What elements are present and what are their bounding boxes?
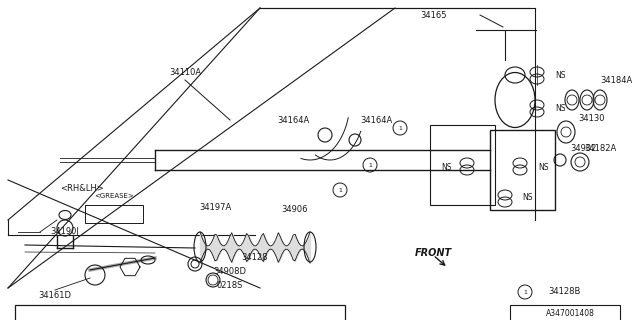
Text: 1: 1 [338,188,342,193]
Text: 1: 1 [368,163,372,167]
Text: 34128B: 34128B [548,287,580,297]
Text: FRONT: FRONT [415,248,452,258]
Text: 34161D: 34161D [38,291,72,300]
Text: 34164A: 34164A [278,116,310,124]
Text: 34908D: 34908D [214,268,246,276]
Text: <GREASE>: <GREASE> [94,193,134,199]
Text: NS: NS [522,194,532,203]
Text: 1: 1 [398,125,402,131]
Text: 34190J: 34190J [50,228,79,236]
Text: NS: NS [538,163,548,172]
Text: 34906: 34906 [282,205,308,214]
Text: 1: 1 [523,290,527,294]
Text: 34164A: 34164A [360,116,392,124]
Text: A347001408: A347001408 [545,308,595,317]
Bar [490,130,555,210]
Text: 34130: 34130 [578,114,605,123]
Bar [15,305,345,320]
Text: 0218S: 0218S [217,281,243,290]
Bar [85,205,143,223]
Text: 34165: 34165 [420,11,447,20]
Text: NS: NS [555,103,566,113]
Bar [430,125,495,205]
Text: 34197A: 34197A [199,203,231,212]
Text: NS: NS [555,70,566,79]
Text: 34128: 34128 [242,253,268,262]
Text: 34902: 34902 [570,143,596,153]
Text: NS: NS [442,163,452,172]
Bar [510,305,620,320]
Text: 34182A: 34182A [584,143,616,153]
Text: 34184A: 34184A [600,76,632,84]
Text: <RH&LH>: <RH&LH> [60,183,104,193]
Text: 34110A: 34110A [169,68,201,76]
